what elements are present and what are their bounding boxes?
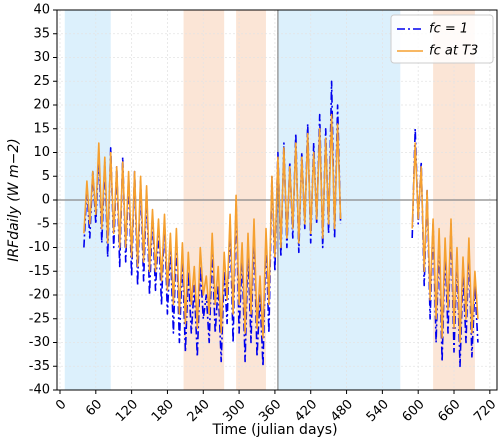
x-tick-label: 600: [400, 397, 428, 425]
y-tick-label: -10: [29, 240, 50, 255]
x-tick-label: 300: [220, 397, 248, 425]
x-tick-label: 360: [256, 397, 284, 425]
plot-frame: [56, 9, 498, 391]
x-tick-label: 60: [83, 397, 105, 419]
y-tick-label: 15: [33, 121, 50, 136]
y-tick-label: 0: [42, 193, 50, 208]
y-tick-label: -5: [37, 216, 50, 231]
y-tick-label: 35: [33, 26, 50, 41]
y-tick-label: 30: [33, 50, 50, 65]
x-tick-label: 480: [328, 397, 356, 425]
x-tick-label: 120: [113, 397, 141, 425]
x-tick-label: 420: [292, 397, 320, 425]
y-tick-label: 25: [33, 74, 50, 89]
y-tick-label: 5: [42, 169, 50, 184]
x-tick-label: 660: [435, 397, 463, 425]
legend-label: fc = 1: [429, 22, 468, 37]
x-tick-label: 720: [471, 397, 499, 425]
y-tick-label: 10: [33, 145, 50, 160]
y-axis-label: IRFdaily (W m−2): [6, 138, 22, 261]
y-tick-label: -20: [29, 288, 50, 303]
legend-label: fc at T3: [429, 44, 478, 59]
x-tick-label: 180: [149, 397, 177, 425]
x-axis-label: Time (julian days): [211, 422, 337, 438]
y-tick-label: -25: [29, 311, 50, 326]
y-tick-label: -30: [29, 335, 50, 350]
y-tick-label: -40: [29, 383, 50, 398]
x-tick-label: 240: [185, 397, 213, 425]
x-tick-label: 540: [364, 397, 392, 425]
x-tick-label: 0: [53, 397, 69, 413]
y-tick-label: -35: [29, 359, 50, 374]
y-tick-label: -15: [29, 264, 50, 279]
series-line: [83, 113, 479, 344]
y-tick-label: 40: [33, 3, 50, 18]
y-tick-label: 20: [33, 98, 50, 113]
